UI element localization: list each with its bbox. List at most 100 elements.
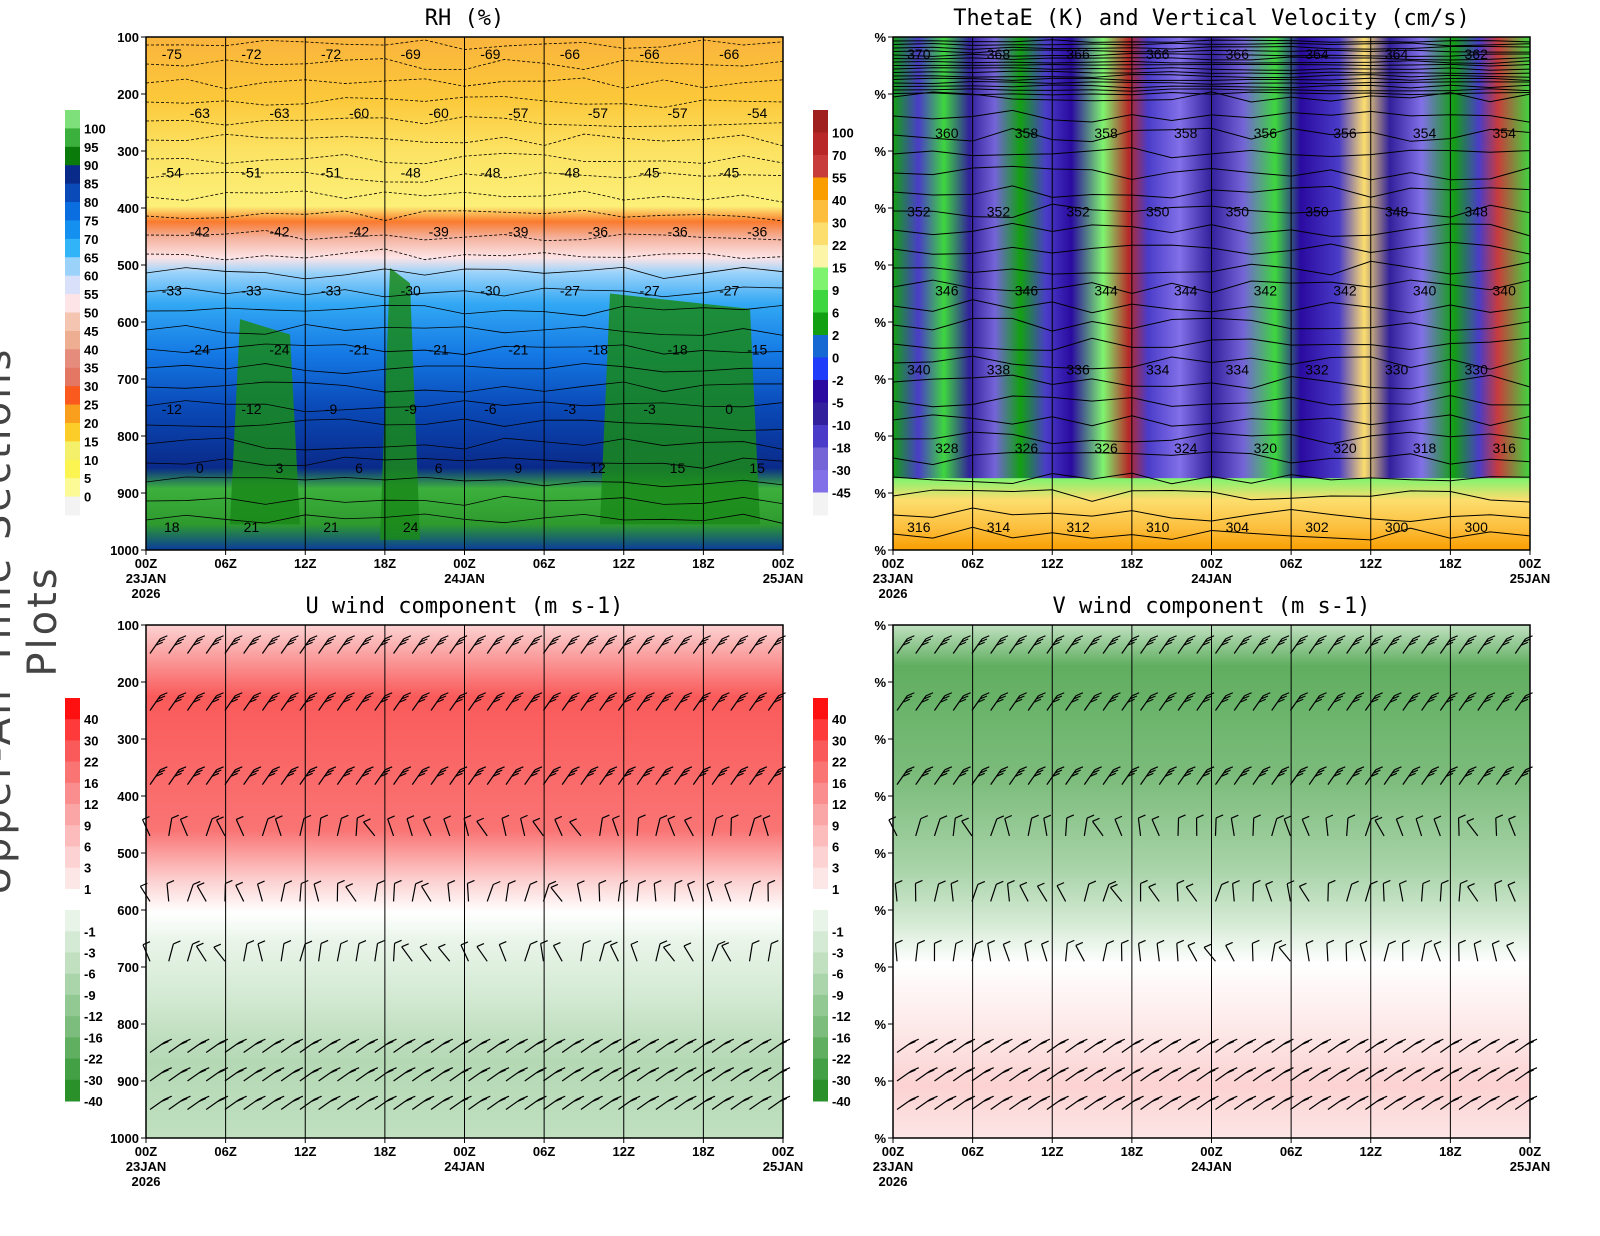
wind-barb	[1121, 1095, 1144, 1110]
wind-barb	[1382, 879, 1391, 902]
wind-barb	[711, 635, 730, 654]
wind-barb	[934, 1038, 957, 1053]
contour-label: -42	[190, 223, 210, 239]
wind-barb	[952, 766, 971, 785]
wind-barb	[933, 766, 953, 785]
wind-barb	[1458, 939, 1466, 962]
colorbar-swatch	[813, 380, 828, 403]
wind-barb	[1203, 943, 1216, 962]
colorbar-label: -22	[84, 1052, 103, 1067]
wind-barb	[1364, 815, 1379, 837]
contour-label: -33	[321, 283, 341, 299]
wind-barb	[168, 814, 179, 837]
contour-label: 350	[1146, 204, 1170, 220]
wind-barb	[468, 1095, 491, 1110]
wind-barb	[1494, 879, 1503, 902]
wind-barb	[468, 1067, 491, 1082]
wind-barb	[1421, 940, 1433, 962]
colorbar-label: 15	[84, 434, 98, 449]
wind-barb	[655, 1067, 678, 1082]
x-tick-label: 00Z	[453, 1144, 475, 1159]
contour-label: 366	[1146, 46, 1170, 62]
contour-label: 358	[1094, 125, 1118, 141]
wind-barb	[186, 880, 201, 902]
wind-barb	[1289, 635, 1309, 654]
wind-barb	[216, 816, 226, 837]
wind-barb	[683, 942, 694, 962]
x-tick-label: 18Z	[374, 556, 396, 571]
wind-barb	[1415, 815, 1424, 837]
y-tick-label: %	[874, 144, 886, 159]
contour-label: -6	[484, 401, 497, 417]
x-tick-label: 18Z	[1121, 1144, 1143, 1159]
wind-barb	[1196, 635, 1215, 654]
wind-barb	[1508, 815, 1516, 837]
wind-barb	[179, 815, 189, 837]
wind-barb	[224, 1067, 247, 1082]
x-tick-label: 00Z	[882, 1144, 904, 1159]
y-tick-label: %	[874, 201, 886, 216]
wind-barb	[1102, 940, 1115, 962]
wind-barb	[1290, 1067, 1313, 1082]
contour-label: 362	[1465, 46, 1489, 62]
colorbar-swatch	[65, 441, 80, 461]
wind-barb	[1402, 1038, 1425, 1053]
wind-barb	[1158, 766, 1177, 785]
wind-barb	[1365, 1095, 1388, 1110]
wind-barb	[393, 1067, 416, 1082]
wind-barb	[896, 635, 915, 654]
y-tick-label: %	[874, 486, 886, 501]
wind-barb	[1420, 879, 1431, 902]
wind-barb	[1137, 939, 1146, 962]
wind-barb	[1121, 692, 1140, 711]
wind-barb	[1083, 880, 1097, 902]
wind-barb	[655, 1095, 678, 1110]
wind-barb	[767, 692, 786, 711]
wind-barb	[569, 818, 582, 837]
wind-barb	[466, 879, 475, 902]
wind-barb	[1365, 1067, 1388, 1082]
wind-barb	[1496, 1067, 1519, 1082]
wind-barb	[468, 1038, 491, 1053]
wind-barb	[224, 766, 243, 785]
colorbar-label: -6	[84, 967, 96, 982]
colorbar-label: -3	[832, 946, 844, 961]
y-tick-label: %	[874, 618, 886, 633]
colorbar-label: -30	[832, 1073, 851, 1088]
wind-barb	[1383, 1067, 1407, 1082]
wind-barb	[243, 1095, 266, 1110]
wind-barb	[1233, 635, 1252, 654]
wind-barb	[1308, 766, 1327, 785]
colorbar-label: 1	[832, 882, 839, 897]
x-date-label: 25JAN	[1510, 1159, 1550, 1174]
wind-barb	[168, 692, 187, 711]
wind-barb	[749, 1095, 772, 1110]
wind-barb	[205, 815, 220, 837]
wind-barb	[336, 879, 345, 902]
wind-barb	[261, 635, 280, 654]
wind-barb	[280, 766, 299, 785]
contour-label: -12	[241, 401, 261, 417]
colorbar-label: 0	[832, 351, 839, 366]
colorbar-label: -3	[84, 946, 96, 961]
wind-barb	[187, 1038, 210, 1053]
wind-barb	[166, 879, 175, 902]
colorbar-swatch	[813, 994, 828, 1017]
wind-barb	[505, 766, 524, 785]
wind-barb	[748, 880, 761, 902]
wind-barb	[1298, 882, 1310, 902]
wind-barb	[355, 635, 374, 654]
y-tick-label: 300	[117, 144, 139, 159]
x-date-label: 23JAN	[873, 571, 913, 586]
wind-barb	[730, 692, 749, 711]
wind-barb	[387, 815, 395, 837]
wind-barb	[196, 882, 207, 902]
colorbar-swatch	[813, 952, 828, 975]
wind-barb	[1439, 692, 1458, 711]
wind-barb	[1398, 880, 1407, 902]
colorbar-label: 12	[832, 797, 846, 812]
wind-barb	[486, 766, 505, 785]
colorbar-label: -2	[832, 373, 844, 388]
wind-barb	[213, 943, 226, 962]
wind-barb	[1327, 635, 1346, 654]
